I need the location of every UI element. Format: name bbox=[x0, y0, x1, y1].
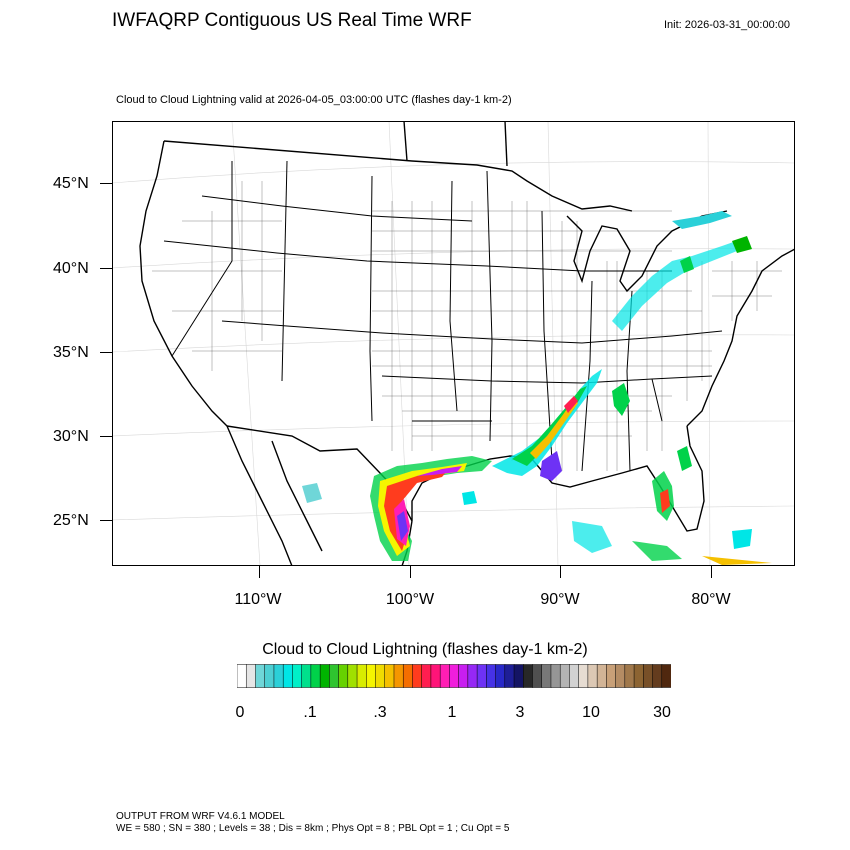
lat-label-45: 45°N bbox=[53, 175, 89, 192]
colorbar-swatch bbox=[319, 664, 330, 688]
colorbar-swatch bbox=[393, 664, 404, 688]
colorbar-swatch bbox=[633, 664, 644, 688]
colorbar-swatch bbox=[541, 664, 552, 688]
lon-label-110: 110°W bbox=[234, 591, 282, 608]
lightning-field bbox=[302, 211, 772, 565]
plot-subtitle: Cloud to Cloud Lightning valid at 2026-0… bbox=[116, 94, 512, 106]
init-time: Init: 2026-03-31_00:00:00 bbox=[664, 19, 790, 31]
colorbar-swatch bbox=[338, 664, 349, 688]
colorbar-swatch bbox=[559, 664, 570, 688]
lon-tick bbox=[259, 566, 260, 578]
colorbar-swatch bbox=[486, 664, 497, 688]
colorbar-swatch bbox=[301, 664, 312, 688]
colorbar-tick-label: 1 bbox=[447, 704, 457, 721]
lat-tick bbox=[100, 268, 112, 269]
lat-tick bbox=[100, 436, 112, 437]
colorbar-swatch bbox=[550, 664, 561, 688]
colorbar-tick-label: 10 bbox=[582, 704, 600, 721]
lon-label-80: 80°W bbox=[691, 591, 731, 608]
lat-label-30: 30°N bbox=[53, 428, 89, 445]
colorbar-swatch bbox=[495, 664, 506, 688]
colorbar-swatch bbox=[615, 664, 626, 688]
colorbar-swatch bbox=[292, 664, 303, 688]
colorbar-swatch bbox=[430, 664, 441, 688]
colorbar-swatch bbox=[412, 664, 423, 688]
lon-tick bbox=[410, 566, 411, 578]
footer-line-model: OUTPUT FROM WRF V4.6.1 MODEL bbox=[116, 811, 285, 822]
state-borders bbox=[163, 160, 723, 472]
colorbar-swatch bbox=[467, 664, 478, 688]
lat-tick bbox=[100, 183, 112, 184]
colorbar-tick-label: .1 bbox=[303, 704, 317, 721]
colorbar-swatch bbox=[356, 664, 367, 688]
colorbar-swatch bbox=[513, 664, 524, 688]
colorbar-swatch bbox=[310, 664, 321, 688]
colorbar-swatch bbox=[661, 664, 671, 688]
colorbar-swatch bbox=[587, 664, 598, 688]
colorbar-swatch bbox=[255, 664, 266, 688]
colorbar-swatch bbox=[264, 664, 275, 688]
colorbar bbox=[237, 664, 671, 688]
colorbar-swatch bbox=[449, 664, 460, 688]
colorbar-swatch bbox=[375, 664, 386, 688]
lightning-map bbox=[112, 121, 795, 566]
colorbar-swatch bbox=[532, 664, 543, 688]
colorbar-swatch bbox=[384, 664, 395, 688]
colorbar-swatch bbox=[237, 664, 247, 688]
county-borders bbox=[152, 181, 782, 471]
colorbar-swatch bbox=[458, 664, 469, 688]
lat-tick bbox=[100, 352, 112, 353]
footer-line-config: WE = 580 ; SN = 380 ; Levels = 38 ; Dis … bbox=[116, 823, 510, 834]
colorbar-swatch bbox=[596, 664, 607, 688]
colorbar-swatch bbox=[273, 664, 284, 688]
lon-label-100: 100°W bbox=[385, 591, 435, 608]
colorbar-swatch bbox=[624, 664, 635, 688]
lon-label-90: 90°W bbox=[540, 591, 580, 608]
colorbar-swatch bbox=[421, 664, 432, 688]
colorbar-swatch bbox=[504, 664, 515, 688]
colorbar-swatch bbox=[578, 664, 589, 688]
lat-label-35: 35°N bbox=[53, 344, 89, 361]
colorbar-swatch bbox=[402, 664, 413, 688]
lat-tick bbox=[100, 520, 112, 521]
colorbar-tick-label: 0 bbox=[235, 704, 245, 721]
colorbar-swatch bbox=[606, 664, 617, 688]
colorbar-swatch bbox=[245, 664, 257, 688]
lon-tick bbox=[711, 566, 712, 578]
colorbar-swatch bbox=[347, 664, 358, 688]
colorbar-tick-label: .3 bbox=[373, 704, 387, 721]
colorbar-tick-label: 30 bbox=[653, 704, 671, 721]
colorbar-swatch bbox=[366, 664, 377, 688]
graticule bbox=[112, 121, 795, 566]
colorbar-swatch bbox=[329, 664, 340, 688]
colorbar-swatch bbox=[643, 664, 654, 688]
colorbar-swatch bbox=[523, 664, 534, 688]
lat-label-40: 40°N bbox=[53, 260, 89, 277]
colorbar-title: Cloud to Cloud Lightning (flashes day-1 … bbox=[262, 641, 588, 658]
colorbar-swatch bbox=[476, 664, 487, 688]
colorbar-swatch bbox=[439, 664, 450, 688]
model-info-footer: OUTPUT FROM WRF V4.6.1 MODEL WE = 580 ; … bbox=[116, 811, 509, 835]
colorbar-swatch bbox=[282, 664, 293, 688]
colorbar-tick-label: 3 bbox=[515, 704, 525, 721]
lon-tick bbox=[560, 566, 561, 578]
lat-label-25: 25°N bbox=[53, 512, 89, 529]
main-title: IWFAQRP Contiguous US Real Time WRF bbox=[112, 10, 472, 31]
colorbar-swatch bbox=[569, 664, 580, 688]
colorbar-swatch bbox=[652, 664, 663, 688]
